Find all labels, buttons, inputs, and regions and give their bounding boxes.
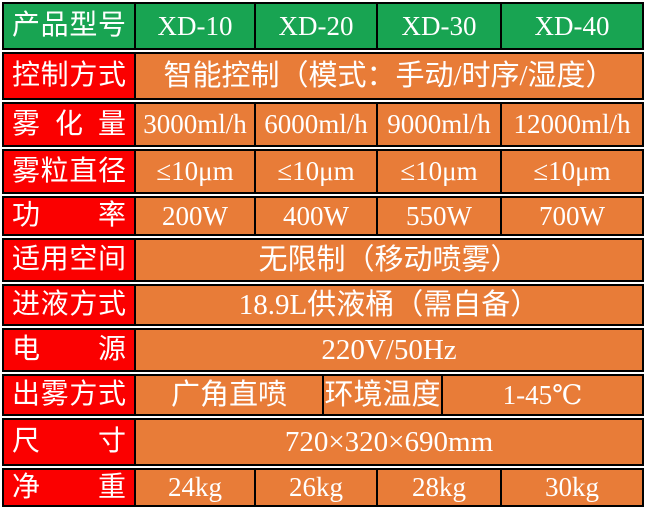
space-value: 无限制（移动喷雾） xyxy=(134,238,644,282)
table-row-power-supply: 电源 220V/50Hz xyxy=(2,328,644,372)
weight-value: 30kg xyxy=(500,468,644,507)
table-row-dimensions: 尺寸 720×320×690mm xyxy=(2,418,644,466)
table-row-droplet: 雾粒直径 ≤10μm ≤10μm ≤10μm ≤10μm xyxy=(2,149,644,194)
row-label-space: 适用空间 xyxy=(2,238,136,282)
weight-value: 26kg xyxy=(254,468,378,507)
droplet-value: ≤10μm xyxy=(500,149,644,194)
atomization-value: 12000ml/h xyxy=(500,102,644,147)
row-label-power: 功率 xyxy=(2,196,136,236)
table-row-power: 功率 200W 400W 550W 700W xyxy=(2,196,644,236)
power-value: 550W xyxy=(376,196,502,236)
row-label-mist-output: 出雾方式 xyxy=(2,374,136,416)
dimensions-value: 720×320×690mm xyxy=(134,418,644,466)
atomization-value: 9000ml/h xyxy=(376,102,502,147)
droplet-value: ≤10μm xyxy=(134,149,256,194)
row-label-power-supply: 电源 xyxy=(2,328,136,372)
model-value: XD-10 xyxy=(134,2,256,50)
row-label-dimensions: 尺寸 xyxy=(2,418,136,466)
droplet-value: ≤10μm xyxy=(376,149,502,194)
row-label-atomization: 雾化量 xyxy=(2,102,136,147)
weight-value: 24kg xyxy=(134,468,256,507)
table-row-mist-output: 出雾方式 广角直喷 环境温度 1-45℃ xyxy=(2,374,644,416)
power-value: 700W xyxy=(500,196,644,236)
row-label-liquid-supply: 进液方式 xyxy=(2,284,136,326)
model-value: XD-30 xyxy=(376,2,502,50)
atomization-value: 3000ml/h xyxy=(134,102,256,147)
row-label-model: 产品型号 xyxy=(2,2,136,50)
table-row-space: 适用空间 无限制（移动喷雾） xyxy=(2,238,644,282)
table-row-model: 产品型号 XD-10 XD-20 XD-30 XD-40 xyxy=(2,2,644,50)
power-value: 400W xyxy=(254,196,378,236)
ambient-temp-value: 1-45℃ xyxy=(441,374,644,416)
power-supply-value: 220V/50Hz xyxy=(134,328,644,372)
liquid-supply-value: 18.9L供液桶（需自备） xyxy=(134,284,644,326)
mist-output-value: 广角直喷 xyxy=(134,374,324,416)
control-value: 智能控制（模式：手动/时序/湿度） xyxy=(134,52,644,100)
table-row-atomization: 雾化量 3000ml/h 6000ml/h 9000ml/h 12000ml/h xyxy=(2,102,644,147)
weight-value: 28kg xyxy=(376,468,502,507)
model-value: XD-40 xyxy=(500,2,644,50)
power-value: 200W xyxy=(134,196,256,236)
atomization-value: 6000ml/h xyxy=(254,102,378,147)
model-value: XD-20 xyxy=(254,2,378,50)
row-label-control: 控制方式 xyxy=(2,52,136,100)
ambient-temp-label: 环境温度 xyxy=(322,374,443,416)
row-label-droplet: 雾粒直径 xyxy=(2,149,136,194)
table-row-control: 控制方式 智能控制（模式：手动/时序/湿度） xyxy=(2,52,644,100)
table-row-weight: 净重 24kg 26kg 28kg 30kg xyxy=(2,468,644,507)
table-row-liquid-supply: 进液方式 18.9L供液桶（需自备） xyxy=(2,284,644,326)
droplet-value: ≤10μm xyxy=(254,149,378,194)
row-label-weight: 净重 xyxy=(2,468,136,507)
